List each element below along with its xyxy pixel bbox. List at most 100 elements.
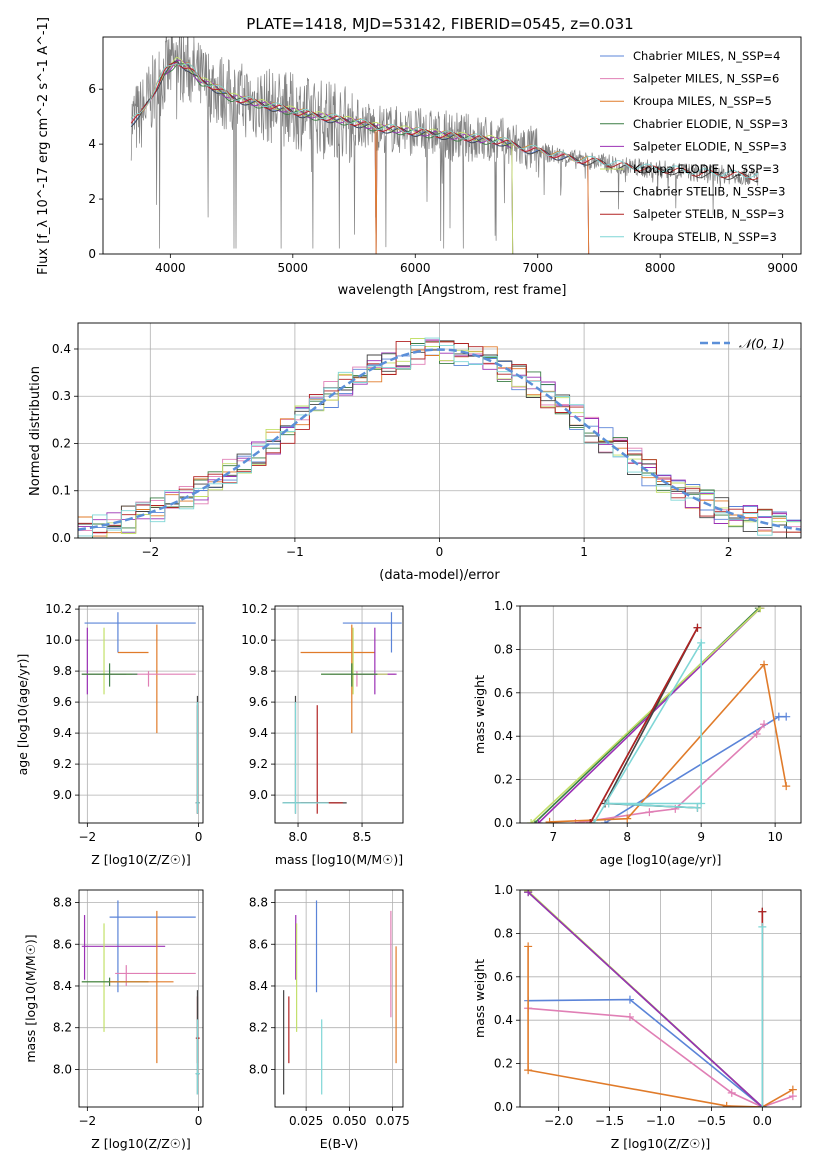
axes: −2.0 −1.5 −1.0 −0.5 0.0 0.0 0.2 0.4 0.6 0.8 1.0 Z [… (472, 883, 802, 1151)
y-tick-label: 9.2 (53, 757, 72, 771)
y-tick-label: 10.2 (241, 602, 268, 616)
axes: 7 8 9 10 0.0 0.2 0.4 0.6 0.8 1.0 age [log10(age/yr… (472, 599, 802, 867)
plot-area (81, 612, 200, 814)
axes-frame (519, 889, 802, 1108)
weight-marker (586, 819, 595, 823)
y-tick-label: 0.0 (494, 1100, 513, 1114)
weight-marker (760, 660, 769, 669)
model-spectrum-line (130, 60, 759, 183)
y-axis-label: Flux [f_λ 10^-17 erg cm^-2 s^-1 A^-1] (36, 17, 51, 275)
axes-frame (519, 605, 802, 824)
residual-histogram (78, 338, 801, 538)
weight-marker (524, 890, 533, 897)
x-tick-label: 0 (195, 1114, 203, 1128)
weight-marker (589, 819, 598, 823)
y-tick-label: 0.4 (494, 729, 513, 743)
x-axis-label: Z [log10(Z/Z☉)] (91, 1136, 191, 1151)
x-tick-label: 1 (580, 545, 588, 559)
y-tick-label: 6 (88, 82, 96, 96)
y-tick-label: 9.8 (249, 664, 268, 678)
age-vs-metallicity-panel: −2 0 9.0 9.2 9.4 9.6 9.8 10.0 10.2 Z [log10(Z/Z☉)… (15, 602, 204, 867)
x-axis-label: Z [log10(Z/Z☉)] (611, 1136, 711, 1151)
plot-area (78, 337, 801, 538)
legend-label: 𝒩(0, 1) (739, 336, 785, 351)
weight-vs-metallicity-panel: −2.0 −1.5 −1.0 −0.5 0.0 0.0 0.2 0.4 0.6 0.8 1.0 Z [… (472, 883, 802, 1151)
y-tick-label: 0.6 (494, 686, 513, 700)
weight-marker (625, 995, 634, 1004)
axes-frame (77, 322, 802, 539)
plot-area (130, 37, 759, 254)
x-tick-label: −0.5 (697, 1114, 726, 1128)
y-tick-label: 9.8 (53, 664, 72, 678)
mass-vs-ebv-panel: 0.025 0.050 0.075 8.0 8.2 8.4 8.6 8.8 E(B-V) (249, 889, 410, 1151)
figure-title: PLATE=1418, MJD=53142, FIBERID=0545, z=0… (246, 15, 633, 33)
weight-line (575, 723, 765, 823)
x-tick-label: 8000 (645, 261, 676, 275)
weight-marker (697, 638, 706, 647)
y-tick-label: 9.4 (53, 726, 72, 740)
y-tick-label: 10.0 (241, 633, 268, 647)
x-tick-label: −1.5 (595, 1114, 624, 1128)
legend-label: Kroupa ELODIE, N_SSP=3 (633, 162, 779, 176)
plot-area (527, 606, 791, 823)
x-axis-label: mass [log10(M/M☉)] (275, 852, 403, 867)
x-tick-label: 9000 (767, 261, 798, 275)
grid (79, 606, 203, 823)
legend-label: Salpeter ELODIE, N_SSP=3 (633, 139, 787, 153)
grid (275, 606, 403, 823)
x-axis-label: E(B-V) (320, 1136, 359, 1151)
weight-marker (727, 1088, 736, 1097)
y-tick-label: 0.0 (494, 816, 513, 830)
axes: −2 0 9.0 9.2 9.4 9.6 9.8 10.0 10.2 Z [log10(Z/Z☉)… (15, 602, 204, 867)
axes-frame (102, 36, 802, 255)
weight-marker (693, 623, 702, 632)
grid (520, 605, 801, 824)
axes-frame (274, 889, 404, 1108)
weight-marker (625, 1012, 634, 1021)
x-tick-label: 9 (697, 830, 705, 844)
residuals-panel: −2 −1 0 1 2 0.0 0.1 0.2 0.3 0.4 (data-model)/error… (28, 322, 802, 583)
y-tick-label: 8.0 (53, 1062, 72, 1076)
y-tick-label: 8.4 (249, 979, 268, 993)
axes-frame (78, 889, 204, 1108)
weight-marker (534, 819, 543, 823)
axes: −2 0 8.0 8.2 8.4 8.6 8.8 Z [log10(Z/Z☉)] mass [l… (23, 889, 204, 1151)
y-tick-label: 9.2 (249, 757, 268, 771)
legend-label: Kroupa STELIB, N_SSP=3 (633, 230, 777, 244)
weight-line (549, 662, 787, 823)
y-tick-label: 1.0 (494, 883, 513, 897)
x-tick-label: −1 (286, 545, 304, 559)
y-tick-label: 0.8 (494, 926, 513, 940)
plot-area (282, 612, 402, 814)
weight-marker (722, 1101, 731, 1107)
x-tick-label: 0 (436, 545, 444, 559)
legend-label: Salpeter STELIB, N_SSP=3 (633, 207, 784, 221)
y-tick-label: 8.6 (53, 937, 72, 951)
y-tick-label: 0 (88, 247, 96, 261)
x-tick-label: 0 (195, 830, 203, 844)
weight-marker (524, 1066, 533, 1075)
legend-label: Chabrier ELODIE, N_SSP=3 (633, 117, 788, 131)
x-tick-label: 0.0 (753, 1114, 772, 1128)
residual-histogram (78, 337, 801, 537)
weight-marker (645, 808, 654, 817)
weight-marker (697, 799, 706, 808)
y-tick-label: 0.0 (52, 531, 71, 545)
weight-line (589, 627, 699, 823)
axes: 0.025 0.050 0.075 8.0 8.2 8.4 8.6 8.8 E(B-V) (249, 889, 410, 1151)
y-tick-label: 4 (88, 137, 96, 151)
weight-vs-age-panel: 7 8 9 10 0.0 0.2 0.4 0.6 0.8 1.0 age [log10(age/yr… (472, 599, 802, 867)
x-tick-label: 5000 (278, 261, 309, 275)
grid (79, 890, 203, 1107)
y-tick-label: 0.2 (52, 436, 71, 450)
y-tick-label: 9.0 (249, 788, 268, 802)
weight-marker (752, 730, 761, 739)
y-tick-label: 10.2 (45, 602, 72, 616)
y-tick-label: 8.6 (249, 937, 268, 951)
y-tick-label: 8.2 (249, 1021, 268, 1035)
x-axis-label: (data-model)/error (379, 568, 500, 583)
weight-marker (758, 907, 767, 916)
weight-marker (623, 814, 632, 823)
x-tick-label: 8 (623, 830, 631, 844)
y-tick-label: 9.6 (53, 695, 72, 709)
